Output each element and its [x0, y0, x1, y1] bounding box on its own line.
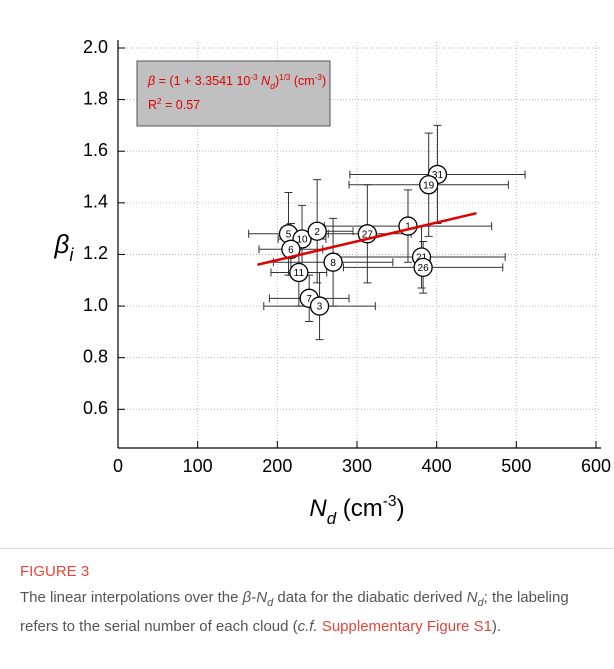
- text-part: d: [327, 509, 337, 528]
- caption-part: The linear interpolations over the: [20, 589, 243, 606]
- text-part: ): [275, 74, 279, 88]
- point-label: 2: [314, 227, 320, 238]
- text-part: N: [309, 495, 327, 522]
- annotation: β = (1 + 3.3541 10-3 Nd)1/3 (cm-3): [147, 73, 326, 92]
- caption-part: ).: [491, 618, 502, 635]
- caption-part: c.f.: [297, 618, 318, 635]
- text-part: -3: [383, 493, 397, 510]
- y-tick-label: 0.8: [83, 346, 108, 366]
- text-part: -3: [250, 73, 258, 82]
- x-tick-label: 200: [262, 456, 292, 476]
- caption-part: ; the labeling refers to the serial numb…: [20, 589, 569, 635]
- point-label: 26: [418, 263, 430, 274]
- point-label: 27: [362, 229, 374, 240]
- text-part: d: [270, 81, 276, 91]
- caption-part: d: [267, 597, 274, 609]
- point-label: 11: [294, 268, 305, 279]
- x-tick-label: 0: [113, 456, 123, 476]
- x-axis-label: Nd (cm-3): [309, 493, 404, 528]
- text-part: N: [258, 74, 271, 88]
- caption-title: FIGURE 3: [20, 563, 90, 580]
- text-part: ): [397, 495, 405, 522]
- y-tick-label: 1.6: [83, 140, 108, 160]
- caption-part: N: [466, 589, 478, 606]
- y-tick-label: 1.0: [83, 295, 108, 315]
- point-label: 3: [317, 302, 323, 313]
- text-part: R: [148, 98, 157, 112]
- point: [413, 257, 433, 278]
- y-tick-label: 1.8: [83, 88, 108, 108]
- text-part: β: [54, 229, 70, 259]
- point: [309, 296, 330, 316]
- text-part: = 0.57: [162, 98, 201, 112]
- point-label: 10: [296, 235, 308, 246]
- caption-part: d: [477, 597, 484, 609]
- annotation-box: [136, 60, 331, 127]
- text-part: (cm: [336, 495, 383, 522]
- point-label: 5: [286, 229, 292, 240]
- y-axis-label: βi: [54, 229, 75, 265]
- caption-text: The linear interpolations over the β-Nd …: [20, 586, 594, 639]
- point: [281, 239, 301, 259]
- caption: FIGURE 3 The linear interpolations over …: [0, 548, 614, 639]
- x-tick-label: 600: [581, 456, 611, 476]
- point: [323, 252, 343, 272]
- point: [307, 221, 327, 241]
- text-part: -3: [315, 73, 323, 82]
- text-part: i: [69, 245, 74, 265]
- fit-line: [257, 211, 477, 266]
- x-tick-label: 300: [342, 456, 372, 476]
- point-label: 31: [432, 170, 444, 181]
- point: [419, 175, 439, 195]
- point-label: 1: [405, 222, 411, 233]
- y-tick-label: 1.4: [83, 192, 108, 212]
- text-part: = (1 + 3.3541 10: [155, 74, 250, 88]
- point: [289, 262, 309, 283]
- x-tick-label: 100: [183, 456, 213, 476]
- annotation: R2 = 0.57: [148, 97, 200, 113]
- y-tick-label: 0.6: [83, 398, 108, 418]
- y-tick-label: 2.0: [83, 37, 108, 57]
- point-label: 19: [423, 180, 435, 191]
- caption-part[interactable]: Supplementary Figure S1: [321, 618, 492, 635]
- caption-part: -: [251, 589, 257, 606]
- chart: 0 100 200 300 400 500 600 0.6 0.8 1.0 1.2 1.4 1.6 1.8…: [54, 37, 611, 528]
- text-part: 1/3: [279, 73, 291, 82]
- x-tick-label: 500: [501, 456, 531, 476]
- point-label: 8: [330, 258, 336, 269]
- text-part: β: [147, 74, 155, 88]
- caption-part: β: [242, 589, 252, 606]
- text-part: (cm: [290, 74, 314, 88]
- y-tick-label: 1.2: [83, 243, 108, 263]
- caption-part: data for the diabatic derived: [273, 589, 467, 606]
- text-part: 2: [157, 97, 162, 106]
- point-label: 6: [288, 245, 294, 256]
- caption-part: N: [256, 589, 268, 606]
- text-part: ): [322, 74, 326, 88]
- point-label: 7: [306, 294, 312, 305]
- x-tick-label: 400: [422, 456, 452, 476]
